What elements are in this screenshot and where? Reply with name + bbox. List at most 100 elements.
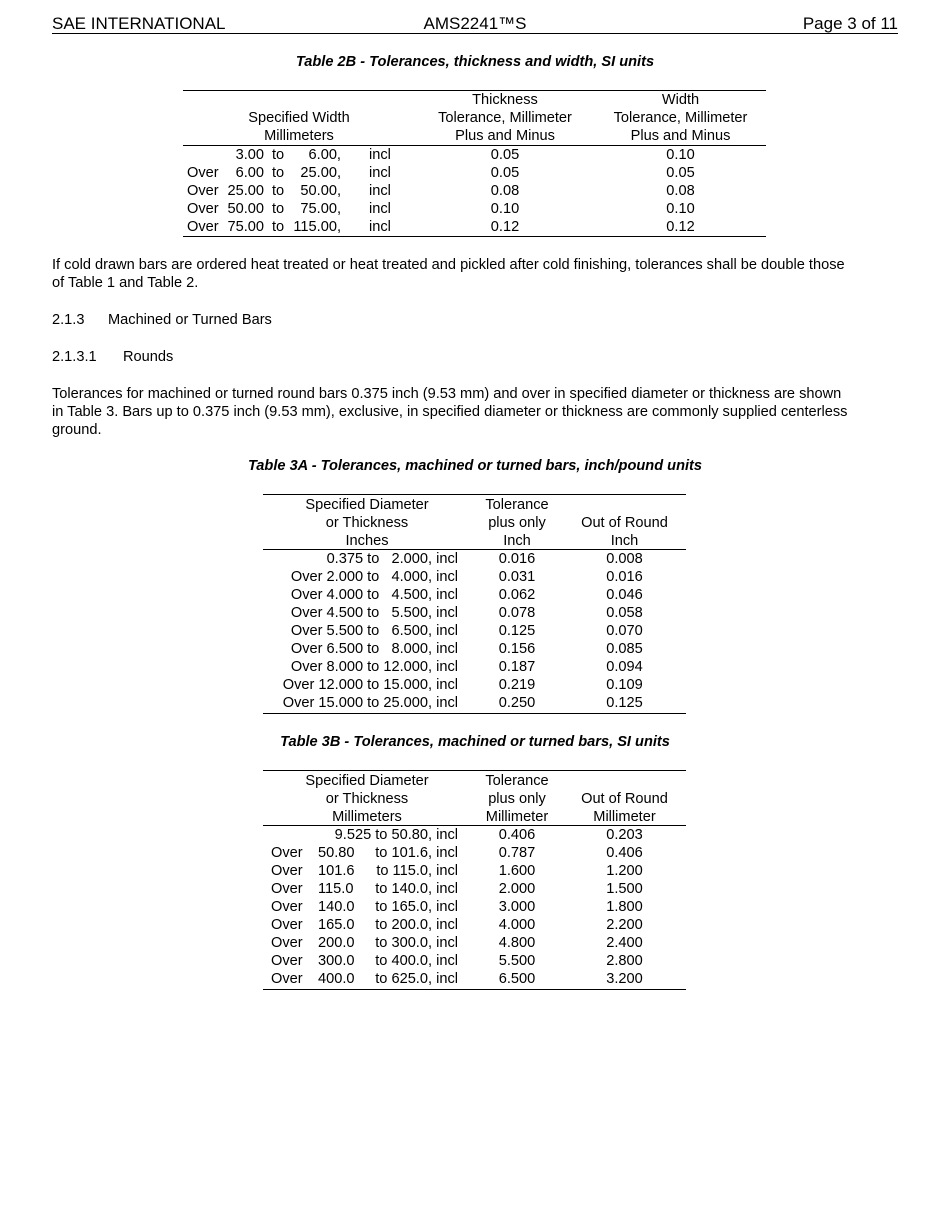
cell-from: 200.0 [318,935,355,951]
cell-upto: to 165.0, incl [375,899,458,915]
column-header: Inch [610,533,639,549]
cell-incl: incl [369,147,391,163]
cell-upto: to 101.6, incl [375,845,458,861]
cell-upto: to 140.0, incl [375,881,458,897]
cell-tolerance: 0.016 [498,551,536,567]
text-line: ground. [52,422,102,438]
column-header: Specified Diameter [305,773,429,789]
cell-upto: to 115.0, incl [376,863,458,879]
cell-prefix: Over [271,845,303,861]
cell-upto: 9.525 to 50.80, incl [334,827,458,843]
cell-prefix: Over [271,899,303,915]
cell-from: 75.00 [227,219,264,235]
cell-out-of-round: 0.109 [606,677,643,693]
cell-out-of-round: 0.085 [606,641,643,657]
cell-out-of-round: 0.406 [606,845,643,861]
paragraph-heat-treat: If cold drawn bars are ordered heat trea… [52,256,902,292]
cell-prefix: Over [271,935,303,951]
cell-out-of-round: 0.094 [606,659,643,675]
cell-prefix: Over [271,953,303,969]
cell-size-range: Over 5.500 to 6.500, incl [290,623,458,639]
cell-out-of-round: 0.046 [606,587,643,603]
column-header: Tolerance, Millimeter [613,110,748,126]
section-title-2-1-3-1: Rounds [123,349,174,365]
column-header: Tolerance [485,773,549,789]
cell-tolerance: 0.031 [498,569,536,585]
header-page-number: Page 3 of 11 [802,14,898,33]
cell-to: to [272,201,285,217]
cell-from: 115.0 [318,881,354,897]
cell-prefix: Over [187,219,219,235]
cell-tolerance: 0.078 [498,605,536,621]
cell-tolerance: 0.062 [498,587,536,603]
cell-out-of-round: 2.400 [606,935,643,951]
cell-out-of-round: 0.058 [606,605,643,621]
column-header: Width [661,92,700,108]
paragraph-rounds: Tolerances for machined or turned round … [52,385,902,439]
text-line: If cold drawn bars are ordered heat trea… [52,257,845,273]
cell-upto: 6.00, [308,147,341,163]
cell-tolerance: 5.500 [498,953,536,969]
column-header: Plus and Minus [455,128,555,144]
cell-tolerance: 0.125 [498,623,536,639]
table-2b-title: Table 2B - Tolerances, thickness and wid… [295,54,655,70]
cell-size-range: Over 4.000 to 4.500, incl [290,587,458,603]
cell-tolerance: 0.787 [498,845,536,861]
cell-out-of-round: 0.070 [606,623,643,639]
cell-from: 3.00 [235,147,264,163]
cell-size-range: 0.375 to 2.000, incl [326,551,458,567]
column-header: Inches [345,533,389,549]
column-header: Thickness [472,92,538,108]
cell-out-of-round: 0.016 [606,569,643,585]
cell-prefix: Over [271,917,303,933]
cell-out-of-round: 2.200 [606,917,643,933]
cell-out-of-round: 0.125 [606,695,643,711]
table-bottom-rule [183,236,766,237]
cell-tolerance: 0.187 [498,659,536,675]
cell-tolerance: 3.000 [498,899,536,915]
cell-size-range: Over 12.000 to 15.000, incl [282,677,458,693]
column-header: Specified Width [248,110,350,126]
cell-out-of-round: 1.800 [606,899,643,915]
table-top-rule [183,90,766,91]
cell-incl: incl [369,201,391,217]
section-number-2-1-3-1: 2.1.3.1 [52,349,97,365]
cell-upto: 115.00, [293,219,341,235]
cell-thickness-tolerance: 0.05 [490,147,520,163]
header-org: SAE INTERNATIONAL [52,14,226,33]
cell-width-tolerance: 0.12 [666,219,695,235]
cell-tolerance: 0.406 [498,827,536,843]
cell-size-range: Over 4.500 to 5.500, incl [290,605,458,621]
header-rule [263,825,686,826]
cell-size-range: Over 15.000 to 25.000, incl [282,695,458,711]
cell-size-range: Over 2.000 to 4.000, incl [290,569,458,585]
cell-from: 50.00 [227,201,264,217]
cell-width-tolerance: 0.10 [666,147,695,163]
cell-from: 6.00 [235,165,264,181]
cell-incl: incl [369,219,391,235]
cell-upto: 75.00, [300,201,341,217]
cell-tolerance: 1.600 [498,863,536,879]
column-header: Millimeters [264,128,334,144]
cell-prefix: Over [271,881,303,897]
cell-width-tolerance: 0.10 [666,201,695,217]
text-line: of Table 1 and Table 2. [52,275,199,291]
column-header: Out of Round [581,515,668,531]
cell-upto: to 200.0, incl [375,917,458,933]
cell-tolerance: 2.000 [498,881,536,897]
cell-prefix: Over [271,971,303,987]
cell-from: 300.0 [318,953,355,969]
cell-prefix: Over [187,201,219,217]
cell-size-range: Over 8.000 to 12.000, incl [290,659,458,675]
column-header: Specified Diameter [305,497,429,513]
cell-size-range: Over 6.500 to 8.000, incl [290,641,458,657]
cell-to: to [272,219,285,235]
cell-to: to [272,183,285,199]
section-number-2-1-3: 2.1.3 [52,312,85,328]
cell-tolerance: 4.800 [498,935,536,951]
cell-tolerance: 0.219 [498,677,536,693]
cell-upto: to 400.0, incl [375,953,458,969]
cell-out-of-round: 0.008 [606,551,643,567]
cell-tolerance: 6.500 [498,971,536,987]
cell-from: 400.0 [318,971,355,987]
